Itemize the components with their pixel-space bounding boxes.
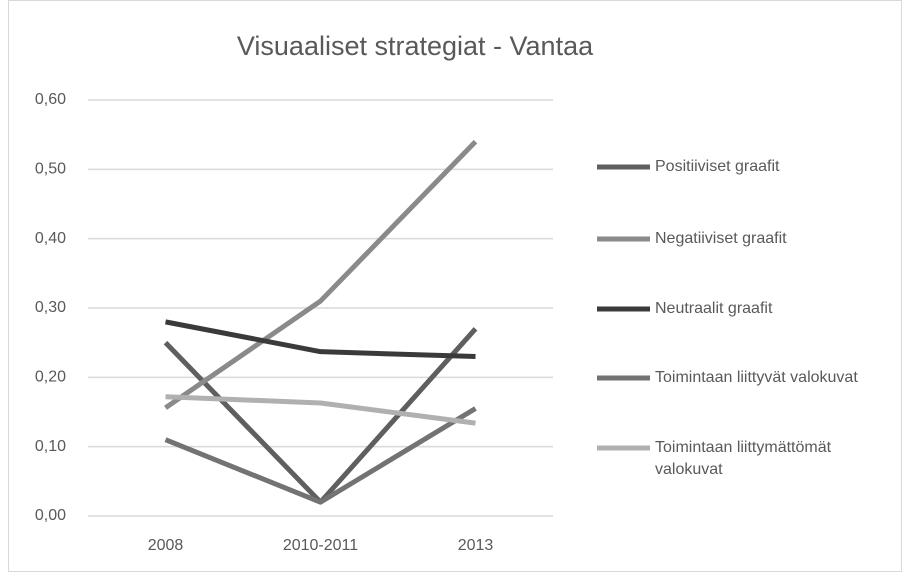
x-tick-label: 2008 [148, 537, 184, 554]
x-tick-label: 2013 [458, 537, 494, 554]
y-tick-label: 0,10 [35, 438, 66, 455]
y-tick-label: 0,30 [35, 299, 66, 316]
y-tick-label: 0,60 [35, 91, 66, 108]
legend-label: Toimintaan liittyvät valokuvat [655, 369, 858, 386]
series-line [164, 406, 477, 505]
y-tick-label: 0,40 [35, 230, 66, 247]
series-line [164, 139, 478, 410]
chart-title: Visuaaliset strategiat - Vantaa [237, 31, 594, 61]
series-line [165, 319, 476, 360]
y-tick-label: 0,00 [35, 507, 66, 524]
legend-label: Toimintaan liittymättömät valokuvat [655, 439, 832, 478]
legend-label: Positiiviset graafit [655, 158, 780, 175]
legend-label: Neutraalit graafit [655, 300, 773, 317]
y-tick-label: 0,20 [35, 369, 66, 386]
chart-border [8, 0, 902, 572]
y-tick-label: 0,50 [35, 161, 66, 178]
x-tick-label: 2010-2011 [283, 537, 358, 554]
legend-label: Negatiiviset graafit [655, 230, 787, 247]
series-line [165, 394, 476, 426]
